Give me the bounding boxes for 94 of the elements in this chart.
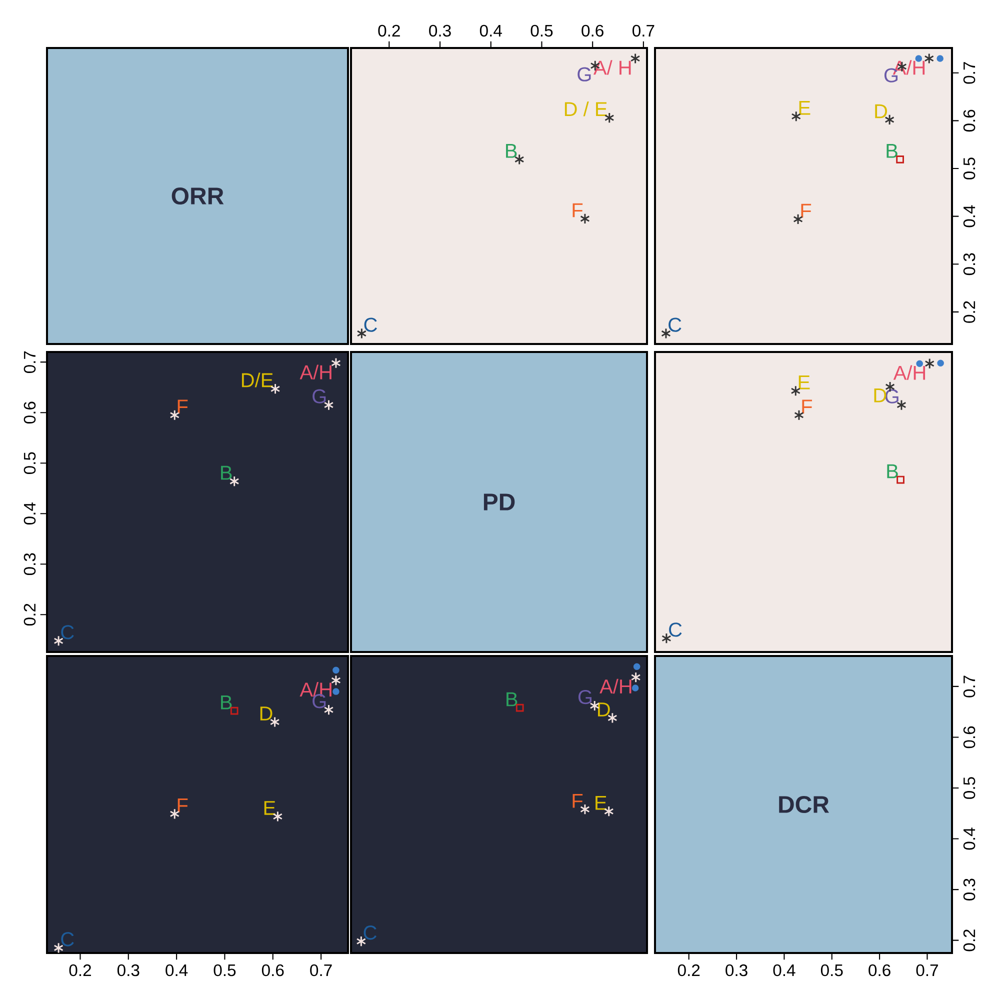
point: [632, 684, 639, 692]
series-label: A/H: [300, 364, 332, 380]
series-label: F: [572, 794, 583, 808]
series-label: D / E: [564, 102, 607, 116]
series-label: G: [578, 690, 592, 704]
x-tick-label: 0.3: [726, 964, 748, 976]
series-label: F: [178, 400, 188, 414]
point: [332, 688, 340, 695]
x-tick-label: 0.5: [530, 24, 553, 37]
x-tick-label: 0.7: [916, 964, 938, 976]
point: [331, 674, 341, 686]
series-label: A/ H: [594, 60, 631, 75]
x-tick-label: 0.6: [868, 964, 890, 976]
series-label: D: [875, 104, 888, 118]
series-label: D: [874, 388, 886, 402]
x-tick-label: 0.4: [480, 24, 502, 37]
y-tick-label: 0.3: [963, 878, 976, 900]
series-label: B: [506, 144, 517, 158]
series-label: C: [61, 625, 74, 640]
x-tick-label: 0.7: [310, 964, 332, 976]
point: [896, 399, 906, 411]
y-tick-label: 0.3: [24, 553, 36, 576]
series-label: D: [598, 702, 610, 716]
x-tick-label: 0.7: [632, 24, 654, 37]
series-label: D: [260, 706, 272, 720]
text: ORR: [172, 187, 224, 204]
x-tick-label: 0.6: [262, 964, 284, 976]
series-label: G: [578, 67, 591, 82]
point: [793, 214, 803, 225]
series-label: F: [801, 204, 812, 218]
series-label: B: [887, 464, 898, 478]
y-tick-label: 0.2: [963, 301, 976, 323]
series-label: E: [799, 101, 810, 115]
series-label: G: [885, 389, 898, 404]
point: [924, 52, 934, 64]
x-tick-label: 0.2: [378, 24, 400, 37]
point: [794, 410, 804, 421]
y-tick-label: 0.5: [963, 158, 976, 180]
y-tick-label: 0.4: [24, 502, 36, 525]
series-label: B: [221, 695, 232, 710]
series-label: F: [802, 400, 812, 414]
series-label: B: [221, 466, 232, 480]
y-tick-label: 0.3: [963, 253, 976, 276]
y-tick-label: 0.7: [24, 351, 36, 374]
series-label: C: [669, 622, 682, 637]
point: [630, 52, 640, 64]
x-tick-label: 0.3: [429, 24, 451, 37]
point: [633, 663, 640, 670]
point: [924, 358, 934, 370]
y-tick-label: 0.5: [963, 777, 976, 799]
x-tick-label: 0.2: [69, 964, 91, 976]
point: [630, 672, 641, 683]
y-tick-label: 0.2: [24, 604, 36, 626]
y-tick-label: 0.4: [963, 205, 976, 228]
y-tick-label: 0.5: [24, 452, 36, 474]
point: [936, 55, 944, 62]
point: [896, 476, 904, 484]
series-label: E: [798, 376, 810, 390]
point: [937, 360, 944, 367]
series-label: E: [264, 801, 276, 815]
series-label: F: [178, 798, 188, 812]
series-label: C: [364, 926, 376, 940]
point: [516, 704, 524, 712]
y-tick-label: 0.6: [24, 402, 36, 424]
x-tick-label: 0.3: [117, 964, 140, 976]
series-label: F: [572, 203, 583, 218]
x-tick-label: 0.5: [214, 964, 236, 976]
text: DCR: [779, 796, 830, 813]
series-label: G: [312, 389, 326, 404]
y-tick-label: 0.6: [963, 110, 976, 132]
x-tick-label: 0.2: [678, 964, 700, 976]
point: [331, 358, 341, 369]
point: [896, 155, 904, 164]
series-label: B: [886, 144, 898, 158]
y-tick-label: 0.6: [963, 726, 976, 748]
series-label: D/E: [242, 372, 273, 388]
series-label: E: [596, 796, 606, 810]
y-tick-label: 0.2: [963, 930, 976, 952]
series-label: C: [668, 318, 682, 332]
x-tick-label: 0.4: [773, 964, 796, 976]
point: [332, 666, 340, 674]
y-tick-label: 0.7: [963, 62, 976, 84]
y-tick-label: 0.7: [963, 676, 976, 698]
x-tick-label: 0.5: [820, 964, 843, 976]
x-tick-label: 0.6: [582, 24, 604, 37]
series-label: B: [506, 692, 518, 706]
series-label: A/H: [600, 678, 632, 694]
series-label: C: [364, 318, 377, 332]
x-tick-label: 0.4: [166, 964, 188, 976]
y-tick-label: 0.4: [963, 828, 976, 850]
text: PD: [484, 494, 515, 510]
series-label: A/H: [893, 365, 926, 380]
point: [230, 706, 238, 715]
series-label: C: [61, 932, 74, 946]
